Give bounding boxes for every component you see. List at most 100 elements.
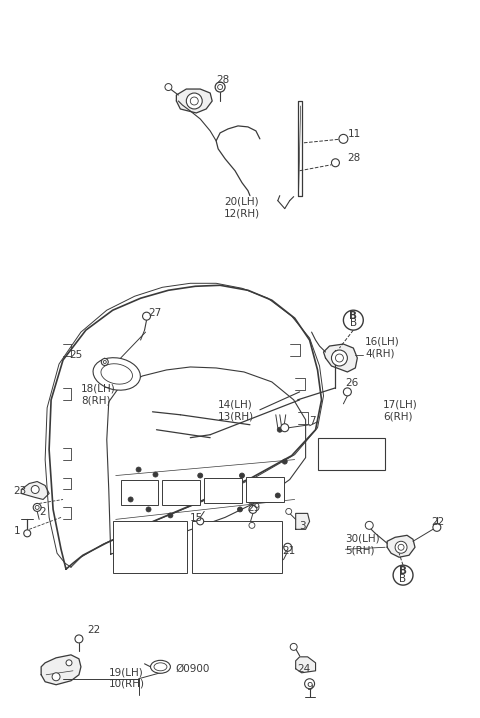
Circle shape <box>31 485 39 493</box>
Circle shape <box>143 312 151 320</box>
Text: 14(LH): 14(LH) <box>218 400 253 410</box>
Ellipse shape <box>154 663 167 671</box>
Circle shape <box>290 643 297 651</box>
Text: 30(LH): 30(LH) <box>346 533 380 544</box>
Text: 27: 27 <box>148 308 162 318</box>
Circle shape <box>276 493 280 498</box>
Circle shape <box>101 358 108 365</box>
Text: 18(LH): 18(LH) <box>81 384 116 394</box>
Circle shape <box>197 518 204 525</box>
Circle shape <box>128 497 133 502</box>
Text: B: B <box>399 567 407 576</box>
Circle shape <box>395 541 407 554</box>
Circle shape <box>336 354 343 362</box>
Circle shape <box>339 134 348 144</box>
Circle shape <box>249 523 255 528</box>
Circle shape <box>217 85 223 90</box>
Text: 16(LH): 16(LH) <box>365 336 400 346</box>
Text: B: B <box>350 318 357 328</box>
Circle shape <box>332 159 339 167</box>
Text: 15: 15 <box>190 513 204 523</box>
Bar <box>318 438 385 470</box>
Circle shape <box>393 565 413 585</box>
Text: 29: 29 <box>247 503 260 513</box>
Circle shape <box>365 521 373 529</box>
Circle shape <box>277 427 282 432</box>
Ellipse shape <box>101 364 132 384</box>
Text: 1: 1 <box>13 526 20 536</box>
Text: 4(RH): 4(RH) <box>365 348 395 358</box>
Circle shape <box>332 350 348 366</box>
Text: 26: 26 <box>346 378 359 388</box>
Bar <box>192 521 282 573</box>
Text: 22: 22 <box>87 625 100 635</box>
Text: 11: 11 <box>348 129 360 139</box>
Polygon shape <box>324 344 357 372</box>
Circle shape <box>215 82 225 92</box>
Text: 25: 25 <box>69 350 82 360</box>
Polygon shape <box>41 655 81 685</box>
Text: 5(RH): 5(RH) <box>346 545 375 555</box>
Circle shape <box>153 472 158 477</box>
Polygon shape <box>176 89 212 113</box>
Circle shape <box>75 635 83 643</box>
Text: 7: 7 <box>310 416 316 426</box>
Text: 12(RH): 12(RH) <box>224 208 260 218</box>
Bar <box>113 521 187 573</box>
Circle shape <box>186 93 202 109</box>
Circle shape <box>24 530 31 537</box>
Bar <box>120 480 158 505</box>
Text: Ø0900: Ø0900 <box>175 664 210 673</box>
Circle shape <box>398 544 404 550</box>
Text: 28: 28 <box>216 75 229 85</box>
Text: 8(RH): 8(RH) <box>81 396 110 406</box>
Text: 23: 23 <box>13 487 26 496</box>
Text: 22: 22 <box>431 518 444 527</box>
Ellipse shape <box>93 358 140 390</box>
Circle shape <box>33 503 41 511</box>
Polygon shape <box>296 657 315 673</box>
Circle shape <box>281 424 288 432</box>
Circle shape <box>284 544 292 551</box>
Text: B: B <box>349 311 357 321</box>
Circle shape <box>190 97 198 105</box>
Text: B: B <box>399 574 407 584</box>
Text: 3: 3 <box>300 521 306 531</box>
Circle shape <box>165 83 172 90</box>
Text: 28: 28 <box>348 153 360 163</box>
Text: 24: 24 <box>298 663 311 673</box>
Circle shape <box>52 673 60 681</box>
Circle shape <box>168 513 173 518</box>
Circle shape <box>433 523 441 531</box>
Circle shape <box>343 310 363 330</box>
Ellipse shape <box>151 661 170 673</box>
Polygon shape <box>387 536 415 557</box>
Text: 19(LH): 19(LH) <box>109 668 144 678</box>
Circle shape <box>282 459 287 464</box>
Circle shape <box>136 467 141 472</box>
Circle shape <box>35 505 39 509</box>
Circle shape <box>240 473 244 478</box>
Text: 9: 9 <box>306 681 313 691</box>
Bar <box>246 477 284 503</box>
Circle shape <box>286 508 292 514</box>
Polygon shape <box>21 482 49 500</box>
Circle shape <box>103 360 106 363</box>
Circle shape <box>249 505 257 513</box>
Text: 21: 21 <box>282 546 295 556</box>
Circle shape <box>305 679 314 689</box>
Text: 10(RH): 10(RH) <box>109 679 145 689</box>
Circle shape <box>198 473 203 478</box>
Bar <box>162 480 200 505</box>
Circle shape <box>146 507 151 512</box>
Text: 13(RH): 13(RH) <box>218 411 254 421</box>
Text: 17(LH): 17(LH) <box>383 400 418 410</box>
Text: 6(RH): 6(RH) <box>383 411 413 421</box>
Polygon shape <box>296 513 310 529</box>
Bar <box>204 477 242 503</box>
Circle shape <box>238 507 242 512</box>
Circle shape <box>343 388 351 396</box>
Text: 20(LH): 20(LH) <box>224 197 259 207</box>
Circle shape <box>66 660 72 666</box>
Text: 2: 2 <box>39 508 46 518</box>
